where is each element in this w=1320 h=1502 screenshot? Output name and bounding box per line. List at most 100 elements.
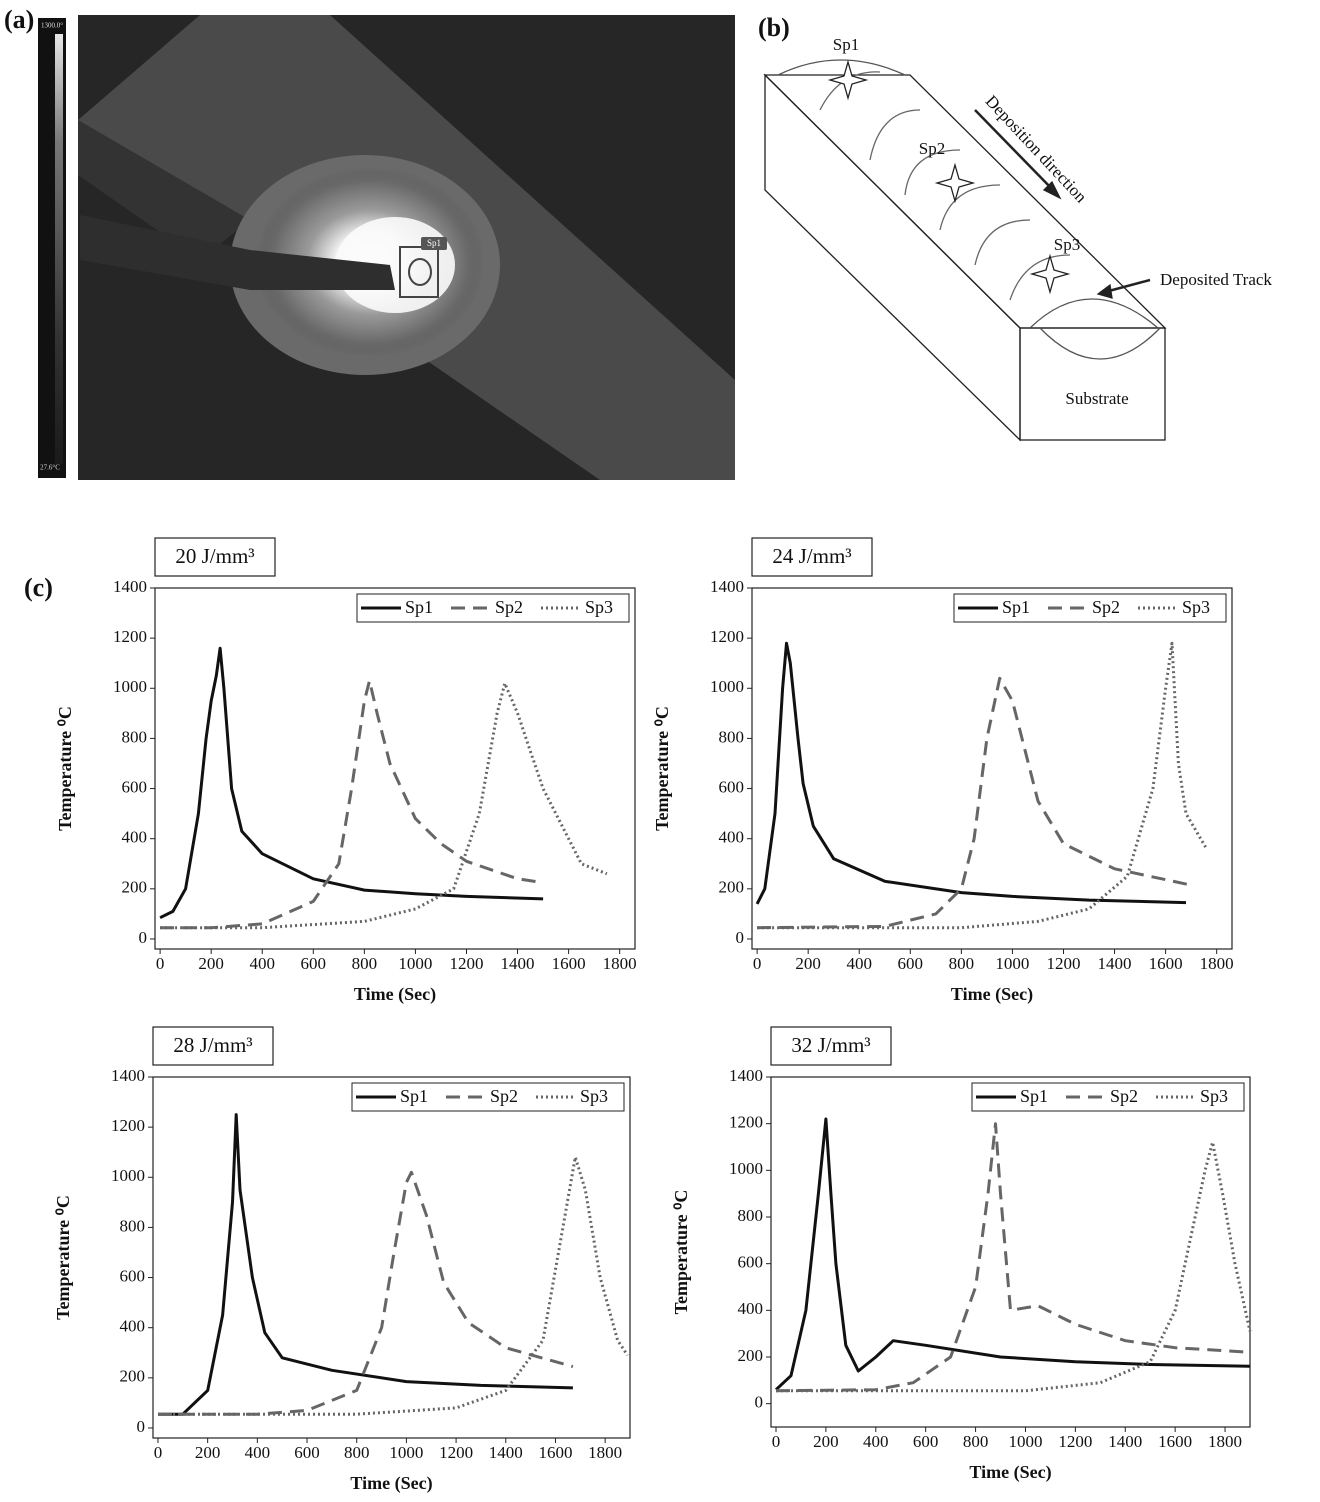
x-tick-label: 800: [949, 954, 975, 973]
y-tick-label: 600: [122, 777, 148, 796]
x-tick-label: 600: [898, 954, 924, 973]
y-tick-label: 1200: [111, 1116, 145, 1135]
x-tick-label: 800: [344, 1443, 370, 1462]
x-tick-label: 1400: [501, 954, 535, 973]
chart-title: 32 J/mm³: [791, 1033, 870, 1057]
y-tick-label: 1000: [113, 677, 147, 696]
y-tick-label: 600: [719, 777, 745, 796]
legend-label: Sp2: [490, 1086, 518, 1106]
series-line: [160, 679, 544, 930]
series-line: [774, 1117, 1251, 1391]
y-tick-label: 800: [738, 1206, 764, 1225]
y-tick-label: 200: [120, 1367, 146, 1386]
series-line: [158, 1170, 574, 1416]
y-axis-label: Temperature ⁰C: [652, 706, 672, 831]
legend-label: Sp3: [1200, 1086, 1228, 1106]
x-tick-label: 1000: [389, 1443, 423, 1462]
x-tick-label: 1400: [1098, 954, 1132, 973]
scale-bottom: 27.6°C: [40, 464, 60, 472]
spot-label: Sp2: [919, 139, 945, 158]
x-tick-label: 1400: [489, 1443, 523, 1462]
panel-label: (a): [4, 5, 34, 34]
legend-label: Sp1: [400, 1086, 428, 1106]
y-axis-label: Temperature ⁰C: [53, 1195, 73, 1320]
x-axis-label: Time (Sec): [354, 984, 436, 1005]
y-tick-label: 600: [738, 1253, 764, 1272]
y-tick-label: 400: [120, 1317, 146, 1336]
y-tick-label: 0: [755, 1393, 764, 1412]
plot-frame: [770, 1076, 1251, 1428]
track-label: Deposited Track: [1160, 270, 1272, 289]
series-line: [159, 646, 544, 920]
x-tick-label: 200: [195, 1443, 221, 1462]
chart-title: 20 J/mm³: [175, 544, 254, 568]
y-tick-label: 200: [122, 878, 148, 897]
series-line: [160, 681, 608, 930]
substrate-label: Substrate: [1065, 389, 1128, 408]
series-line: [755, 641, 1187, 905]
x-tick-label: 1800: [1208, 1432, 1242, 1451]
legend-box: [351, 1082, 625, 1112]
y-tick-label: 1400: [710, 577, 744, 596]
y-tick-label: 800: [122, 727, 148, 746]
plot-frame: [154, 587, 636, 950]
x-tick-label: 400: [846, 954, 872, 973]
x-tick-label: 1800: [1200, 954, 1234, 973]
series-line: [757, 641, 1208, 930]
series-line: [158, 1155, 629, 1416]
x-tick-label: 1000: [995, 954, 1029, 973]
x-tick-label: 1200: [449, 954, 483, 973]
y-tick-label: 1200: [710, 627, 744, 646]
spot-label: Sp1: [833, 35, 859, 54]
x-tick-label: 0: [753, 954, 762, 973]
y-tick-label: 0: [139, 928, 148, 947]
x-tick-label: 1600: [1158, 1432, 1192, 1451]
x-tick-label: 400: [245, 1443, 271, 1462]
x-tick-label: 600: [913, 1432, 939, 1451]
legend-label: Sp3: [1182, 597, 1210, 617]
x-tick-label: 400: [249, 954, 275, 973]
y-tick-label: 400: [122, 828, 148, 847]
x-tick-label: 1600: [538, 1443, 572, 1462]
title-box: [152, 1026, 274, 1066]
y-tick-label: 1400: [111, 1066, 145, 1085]
chart-title: 24 J/mm³: [772, 544, 851, 568]
y-tick-label: 0: [137, 1417, 146, 1436]
track-diagram: [763, 59, 1167, 442]
legend-label: Sp2: [1110, 1086, 1138, 1106]
panel-label: (c): [24, 573, 53, 602]
y-tick-label: 400: [738, 1299, 764, 1318]
y-tick-label: 1200: [113, 627, 147, 646]
x-tick-label: 1800: [603, 954, 637, 973]
legend-label: Sp2: [495, 597, 523, 617]
legend-label: Sp1: [1020, 1086, 1048, 1106]
title-box: [154, 537, 276, 577]
x-tick-label: 800: [963, 1432, 989, 1451]
x-tick-label: 1600: [552, 954, 586, 973]
legend-box: [356, 593, 630, 623]
y-tick-label: 200: [738, 1346, 764, 1365]
y-tick-label: 800: [120, 1216, 146, 1235]
plot-frame: [751, 587, 1233, 950]
title-box: [770, 1026, 892, 1066]
x-tick-label: 200: [795, 954, 821, 973]
x-tick-label: 1000: [398, 954, 432, 973]
y-tick-label: 0: [736, 928, 745, 947]
x-tick-label: 400: [863, 1432, 889, 1451]
y-tick-label: 1400: [729, 1066, 763, 1085]
spot-label: Sp1: [427, 238, 441, 248]
y-tick-label: 800: [719, 727, 745, 746]
legend-label: Sp1: [405, 597, 433, 617]
direction-label: Deposition direction: [982, 92, 1091, 207]
legend-label: Sp1: [1002, 597, 1030, 617]
x-tick-label: 200: [198, 954, 224, 973]
series-line: [775, 1122, 1251, 1393]
y-axis-label: Temperature ⁰C: [671, 1190, 691, 1315]
series-line: [158, 1113, 573, 1416]
y-tick-label: 1000: [710, 677, 744, 696]
x-axis-label: Time (Sec): [350, 1473, 432, 1494]
y-tick-label: 400: [719, 828, 745, 847]
title-box: [751, 537, 873, 577]
spot-label: Sp3: [1054, 235, 1080, 254]
